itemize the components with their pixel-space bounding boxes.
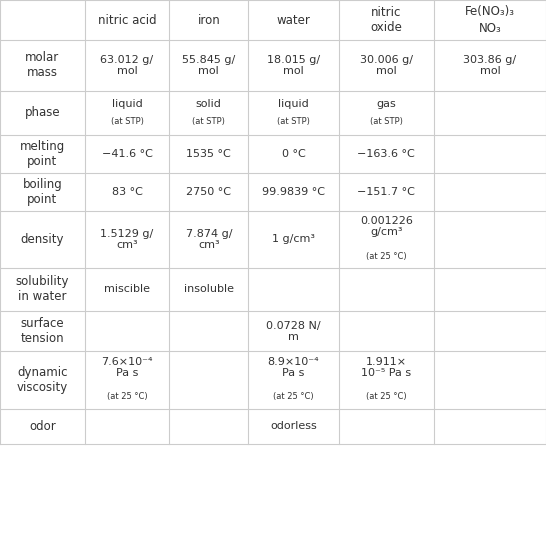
Text: 63.012 g/
mol: 63.012 g/ mol (100, 54, 153, 76)
Text: 7.6×10⁻⁴
Pa s: 7.6×10⁻⁴ Pa s (101, 357, 153, 378)
Text: boiling
point: boiling point (22, 178, 62, 206)
Text: (at 25 °C): (at 25 °C) (366, 392, 407, 402)
Text: 83 °C: 83 °C (111, 187, 143, 197)
Text: 1 g/cm³: 1 g/cm³ (272, 234, 315, 245)
Text: 2750 °C: 2750 °C (186, 187, 232, 197)
Text: −151.7 °C: −151.7 °C (358, 187, 415, 197)
Text: Fe(NO₃)₃: Fe(NO₃)₃ (465, 5, 515, 18)
Text: (at STP): (at STP) (110, 117, 144, 125)
Text: odorless: odorless (270, 421, 317, 431)
Text: 7.874 g/
cm³: 7.874 g/ cm³ (186, 229, 232, 250)
Text: melting
point: melting point (20, 140, 65, 168)
Text: 0 °C: 0 °C (282, 149, 305, 159)
Text: 8.9×10⁻⁴
Pa s: 8.9×10⁻⁴ Pa s (268, 357, 319, 378)
Text: (at STP): (at STP) (192, 117, 225, 125)
Text: (at 25 °C): (at 25 °C) (366, 252, 407, 261)
Text: dynamic
viscosity: dynamic viscosity (17, 366, 68, 394)
Text: phase: phase (25, 106, 60, 119)
Text: (at 25 °C): (at 25 °C) (106, 392, 147, 402)
Text: 30.006 g/
mol: 30.006 g/ mol (360, 54, 413, 76)
Text: solid: solid (196, 99, 222, 109)
Text: iron: iron (198, 13, 220, 27)
Text: 99.9839 °C: 99.9839 °C (262, 187, 325, 197)
Text: (at 25 °C): (at 25 °C) (273, 392, 314, 402)
Text: surface
tension: surface tension (21, 317, 64, 345)
Text: (at STP): (at STP) (370, 117, 403, 125)
Text: 0.0728 N/
m: 0.0728 N/ m (266, 320, 321, 342)
Text: 0.001226
g/cm³: 0.001226 g/cm³ (360, 216, 413, 238)
Text: 303.86 g/
mol: 303.86 g/ mol (464, 54, 517, 76)
Text: liquid: liquid (111, 99, 143, 109)
Text: 55.845 g/
mol: 55.845 g/ mol (182, 54, 235, 76)
Text: odor: odor (29, 420, 56, 433)
Text: 1535 °C: 1535 °C (187, 149, 231, 159)
Text: gas: gas (376, 99, 396, 109)
Text: molar
mass: molar mass (25, 51, 60, 80)
Text: 18.015 g/
mol: 18.015 g/ mol (267, 54, 320, 76)
Text: solubility
in water: solubility in water (16, 276, 69, 303)
Text: insoluble: insoluble (184, 285, 234, 294)
Text: (at STP): (at STP) (277, 117, 310, 125)
Text: miscible: miscible (104, 285, 150, 294)
Text: 1.911×
10⁻⁵ Pa s: 1.911× 10⁻⁵ Pa s (361, 357, 411, 378)
Text: nitric acid: nitric acid (98, 13, 156, 27)
Text: nitric
oxide: nitric oxide (370, 6, 402, 34)
Text: NO₃: NO₃ (479, 22, 501, 35)
Text: −163.6 °C: −163.6 °C (358, 149, 415, 159)
Text: 1.5129 g/
cm³: 1.5129 g/ cm³ (100, 229, 153, 250)
Text: −41.6 °C: −41.6 °C (102, 149, 152, 159)
Text: water: water (276, 13, 311, 27)
Text: density: density (21, 233, 64, 246)
Text: liquid: liquid (278, 99, 309, 109)
